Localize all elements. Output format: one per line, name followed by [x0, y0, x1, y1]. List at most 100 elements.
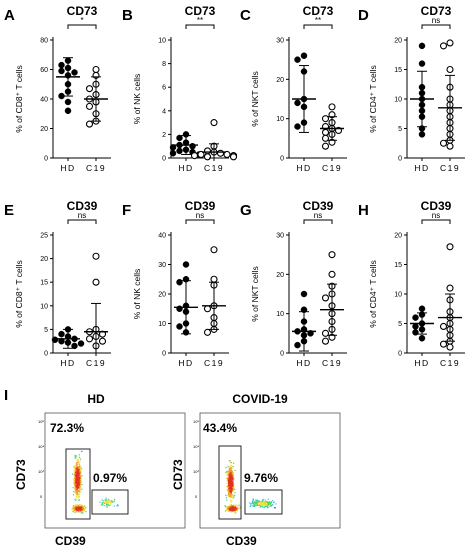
flow-event	[230, 471, 232, 473]
flow-event	[236, 509, 238, 511]
flow-event	[225, 467, 227, 469]
x-category-label: HD	[60, 358, 75, 368]
flow-event	[230, 480, 232, 482]
flow-event	[82, 512, 84, 514]
flow-event	[228, 494, 230, 496]
flow-event	[105, 501, 107, 503]
x-category-label: HD	[296, 163, 311, 173]
data-point-hd	[418, 305, 426, 312]
flow-event	[229, 488, 231, 490]
flow-event	[77, 483, 79, 485]
flow-event	[77, 475, 79, 478]
flow-event	[79, 508, 81, 510]
flow-event	[230, 475, 232, 477]
flow-event	[263, 507, 265, 509]
data-point-c19	[203, 305, 212, 313]
panel-letter: G	[240, 202, 252, 219]
y-tick-label: 5	[398, 321, 402, 328]
flow-event	[74, 483, 76, 485]
flow-event	[225, 505, 227, 508]
flow-event	[227, 474, 229, 476]
flow-event	[234, 507, 236, 509]
y-tick-label: 20	[394, 233, 402, 240]
flow-event	[74, 477, 76, 479]
flow-event	[233, 495, 235, 497]
x-category-label: HD	[296, 358, 311, 368]
flow-event	[228, 484, 230, 486]
flow-event	[226, 482, 228, 484]
flow-event	[75, 485, 77, 487]
flow-event	[263, 502, 265, 504]
data-point-c19	[85, 120, 94, 128]
flow-event	[274, 507, 276, 509]
flow-event	[76, 485, 78, 487]
flow-event	[253, 505, 255, 507]
flow-event	[76, 505, 78, 508]
flow-event	[251, 501, 254, 503]
flow-event	[267, 507, 269, 509]
flow-event	[228, 487, 230, 489]
flow-event	[76, 506, 78, 508]
flow-event	[78, 475, 80, 477]
y-tick-label: 15	[394, 67, 402, 74]
gate-upper-hd	[65, 448, 91, 520]
panel-h: H CD39 0 5 10 15 20 % of CD4⁺ T cells ns HD C19	[358, 199, 465, 368]
flow-event	[111, 500, 113, 502]
flow-event	[108, 505, 110, 507]
flow-event	[77, 482, 79, 484]
flow-event	[107, 500, 110, 502]
gate-upper-pct-covid19: 43.4%	[203, 421, 237, 435]
flow-event	[225, 507, 227, 509]
y-axis-label: % of NK cells	[132, 74, 142, 125]
flow-event	[225, 471, 227, 473]
flow-event	[79, 490, 81, 492]
flow-event	[102, 502, 104, 504]
flow-event	[232, 482, 234, 484]
panel-letter: F	[122, 202, 131, 219]
flow-event	[77, 510, 79, 512]
flow-event	[75, 469, 78, 471]
flow-event	[77, 505, 79, 507]
flow-event	[256, 503, 258, 505]
flow-event	[234, 488, 236, 490]
flow-event	[77, 460, 79, 462]
flow-event	[77, 471, 79, 473]
flow-event	[117, 504, 119, 506]
data-point-c19	[446, 284, 454, 292]
x-category-label: HD	[414, 358, 429, 368]
flow-event	[231, 506, 233, 508]
data-point-hd	[294, 341, 301, 349]
panel-f: F CD39 0 10 20 30 40 % of NK cells ns HD C19	[122, 199, 229, 368]
panel-d: D CD73 0 5 10 15 20 % of CD4⁺ T cells ns HD C19	[358, 4, 465, 173]
flow-event	[74, 484, 76, 487]
data-point-c19	[210, 246, 218, 254]
flow-event	[234, 492, 236, 494]
flow-event	[113, 500, 115, 502]
data-point-c19	[446, 343, 454, 351]
flow-event	[75, 507, 77, 509]
flow-event	[233, 477, 235, 479]
flow-plot-hd: HD 72.3% 0.97% CD39 CD73 10⁵ 10⁴ 10³ 0	[14, 392, 186, 548]
flow-event	[263, 502, 265, 504]
y-tick-label: 40	[40, 97, 48, 104]
flow-events-covid19	[224, 460, 277, 514]
significance-label: ns	[196, 211, 204, 220]
flow-event	[231, 484, 233, 486]
flow-event	[230, 501, 232, 503]
flow-event	[228, 495, 230, 497]
flow-event	[85, 507, 87, 509]
y-tick-label: 25	[40, 233, 48, 240]
flow-event	[82, 509, 84, 511]
flow-event	[230, 462, 233, 464]
data-point-hd	[58, 67, 65, 75]
flow-event	[232, 485, 235, 487]
flow-event	[228, 510, 230, 512]
significance-label: **	[197, 16, 203, 25]
flow-event	[73, 465, 75, 467]
significance-label: ns	[78, 211, 86, 220]
significance-label: ns	[314, 211, 322, 220]
data-point-hd	[58, 330, 65, 338]
flow-event	[257, 502, 260, 505]
flow-event	[226, 488, 228, 490]
flow-event	[72, 486, 74, 489]
